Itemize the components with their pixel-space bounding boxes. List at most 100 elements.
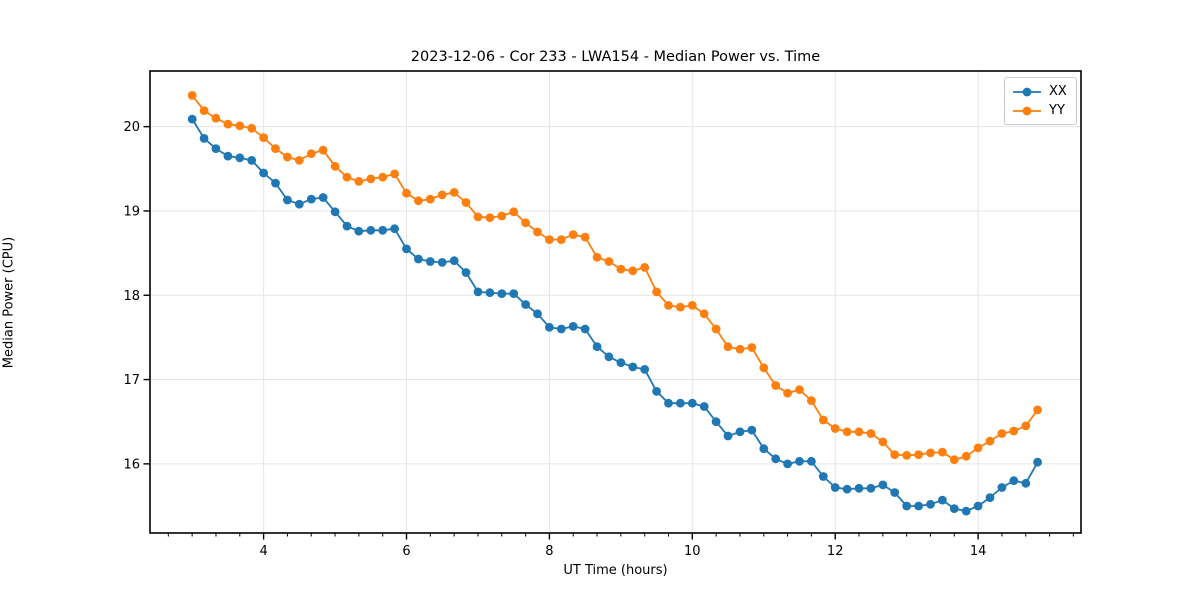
series-XX-marker <box>306 194 316 204</box>
series-XX-marker <box>1009 476 1019 486</box>
series-XX-marker <box>223 151 233 161</box>
series-YY-marker <box>545 235 554 245</box>
series-XX-marker <box>723 431 733 441</box>
series-XX-marker <box>914 501 923 511</box>
series-XX-marker <box>628 362 638 372</box>
series-XX-marker <box>449 256 459 266</box>
y-tick-label: 20 <box>123 120 140 135</box>
legend-label: YY <box>1049 103 1065 118</box>
series-XX-marker <box>830 483 840 492</box>
series-XX-marker <box>842 484 852 494</box>
series-XX-line <box>191 118 1039 513</box>
y-tick-label: 18 <box>123 289 140 304</box>
series-YY-marker <box>1033 405 1042 415</box>
series-YY-marker <box>854 427 864 437</box>
series-XX-marker <box>664 398 673 408</box>
series-YY-marker <box>318 145 328 155</box>
series-YY-marker <box>330 161 340 171</box>
legend-line-sample-icon <box>1013 106 1041 115</box>
x-tick-label: 14 <box>970 544 987 559</box>
series-YY-marker <box>771 381 781 390</box>
series-XX-marker <box>402 244 411 254</box>
series-YY-marker <box>664 301 673 310</box>
legend: XX YY <box>1004 77 1077 125</box>
y-axis-label: Median Power (CPU) <box>1 236 17 369</box>
x-axis-label: UT Time (hours) <box>563 563 668 578</box>
series-XX-marker <box>973 501 983 511</box>
series-YY-marker <box>795 385 804 395</box>
series-YY-marker <box>807 396 816 405</box>
series-XX-marker <box>556 324 566 334</box>
series-YY-marker <box>497 211 507 221</box>
series-YY-marker <box>259 133 268 143</box>
series-YY-marker <box>985 436 995 446</box>
series-XX-marker <box>461 268 471 277</box>
series-XX-marker <box>497 289 507 298</box>
series-YY-marker <box>568 230 578 240</box>
series-XX-marker <box>485 288 495 298</box>
y-tick-label: 19 <box>123 204 140 219</box>
series-XX-marker <box>390 224 399 234</box>
series-XX-marker <box>652 387 661 396</box>
series-YY-marker <box>866 429 876 438</box>
series-YY-marker <box>187 91 197 100</box>
series-XX-marker <box>545 322 554 332</box>
series-XX-marker <box>235 153 245 163</box>
series-YY-marker <box>283 152 292 162</box>
series-YY-marker <box>378 172 388 182</box>
series-YY-marker <box>759 363 769 373</box>
x-tick-label: 12 <box>827 544 844 559</box>
series-XX-marker <box>187 114 197 124</box>
series-YY-marker <box>521 218 530 228</box>
series-XX-marker <box>1033 457 1042 467</box>
series-XX-marker <box>414 254 423 264</box>
series-XX-marker <box>425 257 435 266</box>
series-XX-marker <box>342 221 352 231</box>
series-XX-marker <box>997 483 1007 492</box>
series-YY-marker <box>425 194 435 204</box>
series-XX-marker <box>866 483 876 493</box>
series-XX-marker <box>473 287 483 297</box>
series-XX-marker <box>318 193 328 202</box>
series-XX-marker <box>807 456 816 466</box>
axes-spines <box>149 70 1082 534</box>
y-tick-label: 17 <box>123 373 140 388</box>
series-XX-marker <box>926 499 935 509</box>
series-XX-marker <box>1021 478 1031 488</box>
legend-line-sample-icon <box>1013 87 1041 96</box>
series-YY-marker <box>247 123 257 133</box>
series-YY-marker <box>354 177 364 186</box>
series-YY-marker <box>735 344 745 354</box>
series-YY-marker <box>306 149 316 159</box>
series-YY-marker <box>711 324 721 334</box>
series-YY-marker <box>949 455 959 465</box>
series-XX-marker <box>854 483 864 493</box>
series-XX-marker <box>283 195 292 205</box>
series-YY-marker <box>961 451 971 461</box>
series-XX-marker <box>640 365 650 374</box>
series-YY-marker <box>211 113 221 123</box>
series-XX-marker <box>878 480 888 490</box>
series-XX-marker <box>759 444 769 454</box>
series-XX-marker <box>247 156 257 165</box>
series-YY-marker <box>890 450 900 459</box>
series-YY-marker <box>652 287 661 297</box>
series-YY-marker <box>687 301 697 310</box>
series-YY-marker <box>878 437 888 447</box>
series-XX-marker <box>580 324 590 334</box>
series-YY-marker <box>556 235 566 245</box>
series-XX-marker <box>938 495 947 505</box>
series-YY-marker <box>616 264 626 274</box>
series-XX-marker <box>437 258 447 267</box>
series-XX-marker <box>521 300 530 309</box>
series-YY-marker <box>830 424 840 433</box>
x-tick-label: 6 <box>402 544 410 559</box>
series-YY-marker <box>294 156 304 165</box>
x-tick-label: 4 <box>259 544 267 559</box>
series-YY-marker <box>973 443 983 453</box>
series-YY-marker <box>1009 426 1019 436</box>
series-YY-marker <box>997 429 1007 438</box>
series-XX-marker <box>533 309 542 319</box>
series-XX-marker <box>378 225 388 235</box>
